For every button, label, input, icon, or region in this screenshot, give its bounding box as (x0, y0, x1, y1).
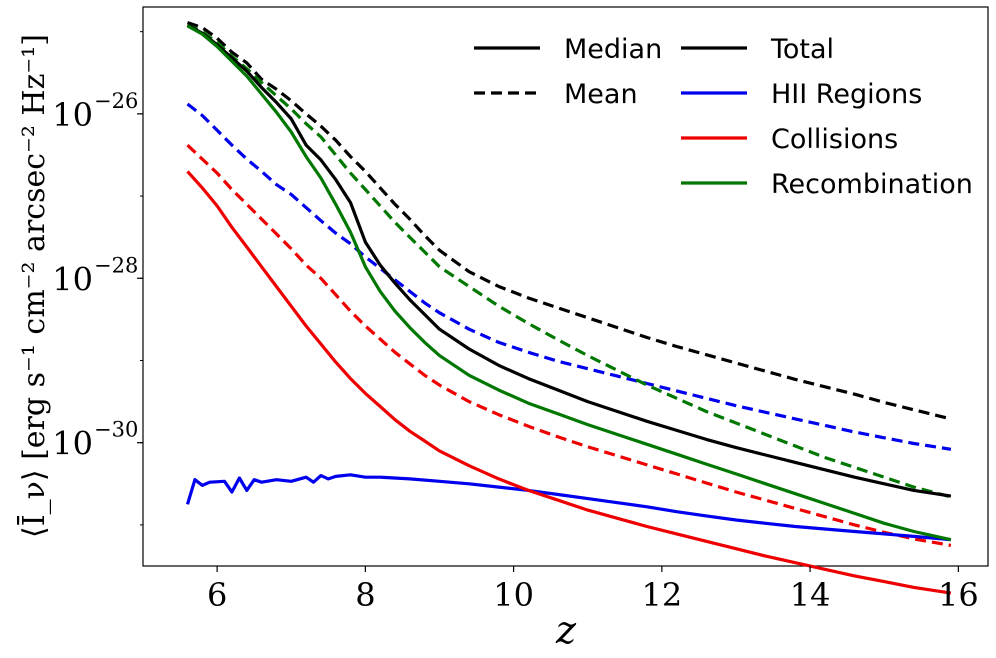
legend-label-hii-regions: HII Regions (771, 79, 922, 110)
y-tick-label: 10 −30 (52, 418, 138, 463)
series-line-recombination-mean (186, 23, 952, 499)
series-line-recombination-median (186, 24, 952, 542)
x-tick-label: 10 (493, 576, 534, 614)
legend: Median Mean Total HII Regions Collisions Reco… (474, 34, 973, 200)
x-tick-label: 8 (355, 576, 375, 614)
series-line-collisions-median (186, 170, 952, 595)
x-tick-label: 14 (790, 576, 831, 614)
y-tick-label-exponent: −30 (94, 418, 138, 442)
legend-label-total: Total (770, 34, 834, 65)
series-line-total-median (186, 23, 952, 498)
x-axis-label: z (555, 608, 577, 652)
legend-label-median: Median (564, 34, 662, 65)
x-tick-label: 6 (207, 576, 227, 614)
y-axis-label: ⟨Ī_ν⟩ [erg s⁻¹ cm⁻² arcsec⁻² Hz⁻¹] (17, 34, 52, 538)
series-line-collisions-mean (186, 143, 952, 547)
series-line-hii-regions-median (185, 473, 952, 542)
y-tick-label-base: 10 (52, 96, 93, 134)
plot-frame (142, 6, 989, 567)
y-tick-label-exponent: −28 (94, 253, 138, 277)
series-layer (185, 21, 952, 595)
y-tick-label: 10 −26 (52, 89, 138, 134)
y-tick-label-base: 10 (52, 425, 93, 463)
legend-label-mean: Mean (564, 79, 638, 110)
legend-label-recombination: Recombination (771, 169, 973, 200)
legend-label-collisions: Collisions (771, 124, 898, 155)
x-tick-label: 16 (938, 576, 979, 614)
y-tick-label-base: 10 (52, 260, 93, 298)
y-tick-label-exponent: −26 (94, 89, 138, 113)
x-tick-label: 12 (642, 576, 683, 614)
y-tick-label: 10 −28 (52, 253, 138, 298)
series-line-hii-regions-mean (186, 102, 952, 451)
series-line-total-mean (186, 21, 952, 421)
